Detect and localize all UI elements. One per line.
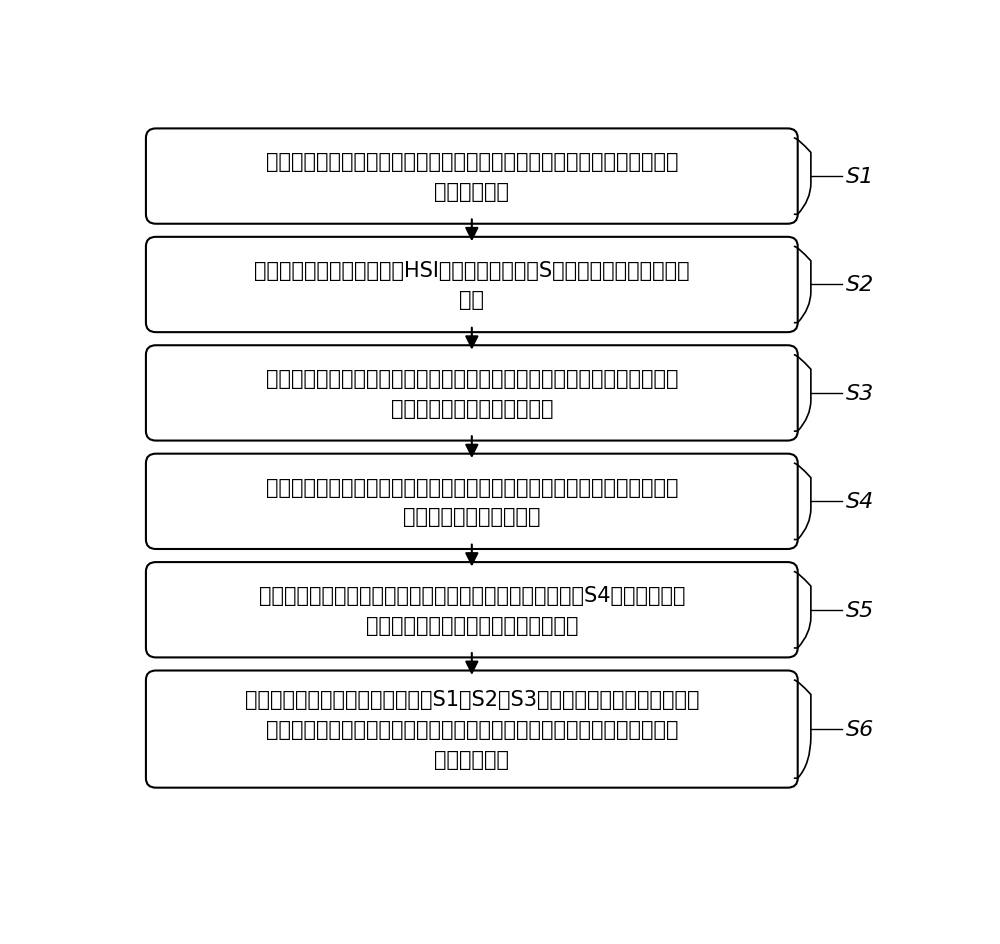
Text: S3: S3 (846, 383, 874, 403)
Text: 对瑕疵区域的图像进行处理分类，赋予不同的标签号，构建训练数据样本集
，用于训练卷积神经网络: 对瑕疵区域的图像进行处理分类，赋予不同的标签号，构建训练数据样本集 ，用于训练卷… (266, 477, 678, 527)
Text: S4: S4 (846, 492, 874, 512)
Text: 设计用于水果瑕疵分类的差分卷积神经网络结构，使用步骤S4的数据进行训
练，完成训练后获取网络连接权重矩阵: 设计用于水果瑕疵分类的差分卷积神经网络结构，使用步骤S4的数据进行训 练，完成训… (259, 585, 685, 635)
FancyBboxPatch shape (146, 238, 798, 333)
Text: S5: S5 (846, 600, 874, 620)
Text: 将去背景后的彩色图像进行HSI颜色变换，并采用S空间的图像进行高斯差分
运算: 将去背景后的彩色图像进行HSI颜色变换，并采用S空间的图像进行高斯差分 运算 (254, 261, 690, 310)
Text: 使用相机采集水果的彩色图像，对采集的彩色图像进行背景分割算法处理，
去掉背景区域: 使用相机采集水果的彩色图像，对采集的彩色图像进行背景分割算法处理， 去掉背景区域 (266, 152, 678, 202)
FancyBboxPatch shape (146, 129, 798, 225)
Text: S1: S1 (846, 167, 874, 187)
FancyBboxPatch shape (146, 346, 798, 441)
FancyBboxPatch shape (146, 563, 798, 658)
Text: 将待检测的水果彩色图像通过步骤S1、S2和S3，获取待检测水果瑕疵区域的
图像，通过训练好的网络连接权重矩阵，完成对待检测图像的瑕疵分类，实
现水果的分级: 将待检测的水果彩色图像通过步骤S1、S2和S3，获取待检测水果瑕疵区域的 图像，… (245, 690, 699, 768)
FancyBboxPatch shape (146, 671, 798, 788)
Text: S2: S2 (846, 276, 874, 295)
Text: 对高斯差分后的图像进行阈值分割，获取瑕疵区域，并在彩色图像中定位目
标区域，截取瑕疵区域的图像: 对高斯差分后的图像进行阈值分割，获取瑕疵区域，并在彩色图像中定位目 标区域，截取… (266, 369, 678, 418)
FancyBboxPatch shape (146, 454, 798, 549)
Text: S6: S6 (846, 719, 874, 739)
